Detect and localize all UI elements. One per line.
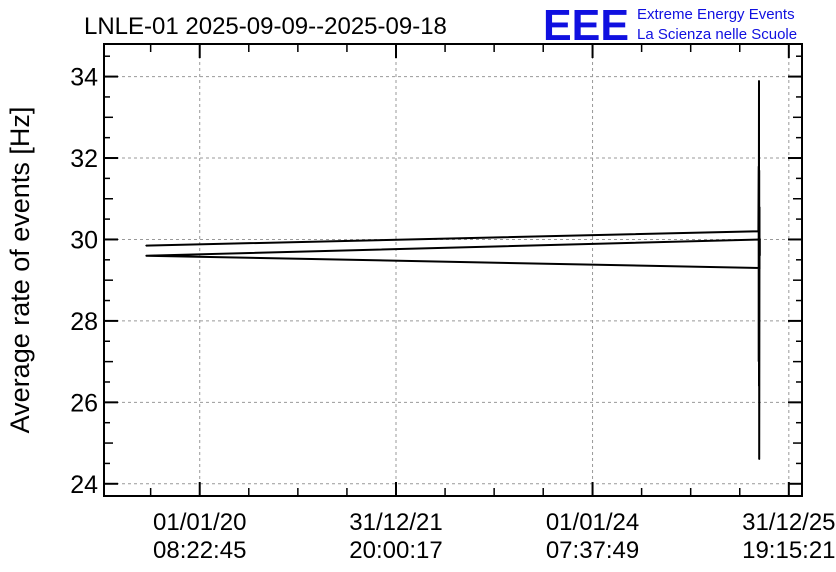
data-point	[758, 165, 760, 167]
y-axis-label: Average rate of events [Hz]	[5, 107, 35, 434]
x-tick-label-date: 01/01/20	[153, 509, 246, 536]
data-point	[758, 361, 760, 363]
logo-line-2: La Scienza nelle Scuole	[637, 26, 797, 43]
data-point	[758, 458, 760, 460]
eee-logo: EEE Extreme Energy Events La Scienza nel…	[543, 1, 797, 50]
y-tick-label: 34	[70, 64, 98, 92]
data-point	[758, 267, 761, 269]
x-tick-label-time: 19:15:21	[742, 537, 835, 564]
x-tick-label-date: 31/12/21	[349, 509, 442, 536]
logo-line-1: Extreme Energy Events	[637, 6, 795, 23]
y-tick-label: 24	[70, 471, 98, 499]
series-group	[145, 80, 761, 460]
y-tick-label: 32	[70, 145, 98, 173]
data-point	[758, 206, 761, 208]
y-tick-label: 28	[70, 308, 98, 336]
data-point	[758, 385, 760, 387]
data-point	[759, 255, 761, 257]
x-tick-label-date: 01/01/24	[546, 509, 639, 536]
chart-title: LNLE-01 2025-09-09--2025-09-18	[84, 13, 447, 40]
grid	[104, 44, 802, 496]
y-tick-label: 26	[70, 389, 98, 417]
x-tick-label-time: 20:00:17	[349, 537, 442, 564]
data-point	[145, 255, 147, 257]
data-point	[757, 230, 760, 232]
data-point	[145, 244, 147, 247]
x-tick-label-time: 08:22:45	[153, 537, 246, 564]
y-tick-label: 30	[70, 226, 98, 254]
x-tick-label-date: 31/12/25	[742, 509, 835, 536]
x-tick-label-time: 07:37:49	[546, 537, 639, 564]
eee-logo-mark: EEE	[543, 1, 629, 50]
data-point	[758, 80, 760, 82]
axis-ticks	[104, 44, 802, 496]
plot-frame	[103, 43, 803, 497]
data-point	[758, 169, 760, 171]
data-point	[759, 238, 761, 241]
